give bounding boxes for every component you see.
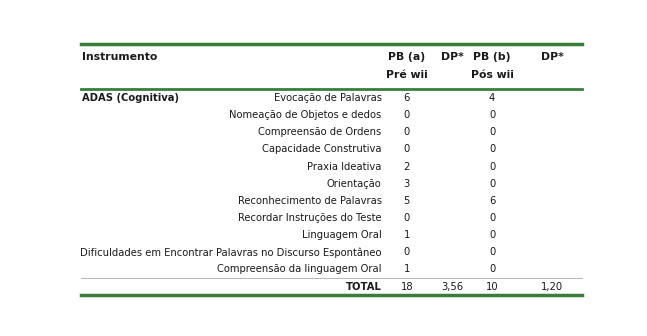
Text: Instrumento: Instrumento [82, 52, 158, 62]
Text: 2: 2 [404, 162, 410, 172]
Text: DP*: DP* [441, 52, 463, 62]
Text: Compreensão de Ordens: Compreensão de Ordens [259, 127, 382, 137]
Text: Evocação de Palavras: Evocação de Palavras [274, 93, 382, 103]
Text: Pós wii: Pós wii [470, 70, 514, 80]
Text: 0: 0 [489, 179, 495, 189]
Text: 3,56: 3,56 [441, 282, 463, 292]
Text: 0: 0 [489, 162, 495, 172]
Text: 6: 6 [489, 196, 495, 206]
Text: 6: 6 [404, 93, 410, 103]
Text: Praxia Ideativa: Praxia Ideativa [307, 162, 382, 172]
Text: Dificuldades em Encontrar Palavras no Discurso Espontâneo: Dificuldades em Encontrar Palavras no Di… [80, 247, 382, 258]
Text: 0: 0 [489, 127, 495, 137]
Text: 0: 0 [404, 144, 410, 155]
Text: PB (a): PB (a) [388, 52, 425, 62]
Text: 5: 5 [404, 196, 410, 206]
Text: 0: 0 [489, 247, 495, 257]
Text: 0: 0 [489, 264, 495, 275]
Text: Recordar Instruções do Teste: Recordar Instruções do Teste [238, 213, 382, 223]
Text: 4: 4 [489, 93, 495, 103]
Text: Compreensão da linguagem Oral: Compreensão da linguagem Oral [217, 264, 382, 275]
Text: Nomeação de Objetos e dedos: Nomeação de Objetos e dedos [230, 110, 382, 120]
Text: 1: 1 [404, 264, 410, 275]
Text: 3: 3 [404, 179, 410, 189]
Text: PB (b): PB (b) [474, 52, 510, 62]
Text: 1,20: 1,20 [541, 282, 564, 292]
Text: 0: 0 [404, 247, 410, 257]
Text: 0: 0 [404, 110, 410, 120]
Text: 0: 0 [489, 144, 495, 155]
Text: Linguagem Oral: Linguagem Oral [302, 230, 382, 240]
Text: 0: 0 [489, 230, 495, 240]
Text: 0: 0 [489, 213, 495, 223]
Text: Capacidade Construtiva: Capacidade Construtiva [262, 144, 382, 155]
Text: 18: 18 [400, 282, 413, 292]
Text: Pré wii: Pré wii [386, 70, 428, 80]
Text: TOTAL: TOTAL [346, 282, 382, 292]
Text: Orientação: Orientação [327, 179, 382, 189]
Text: ADAS (Cognitiva): ADAS (Cognitiva) [82, 93, 179, 103]
Text: DP*: DP* [541, 52, 564, 62]
Text: 0: 0 [404, 213, 410, 223]
Text: 1: 1 [404, 230, 410, 240]
Text: 0: 0 [489, 110, 495, 120]
Text: Reconhecimento de Palavras: Reconhecimento de Palavras [237, 196, 382, 206]
Text: 10: 10 [486, 282, 498, 292]
Text: 0: 0 [404, 127, 410, 137]
